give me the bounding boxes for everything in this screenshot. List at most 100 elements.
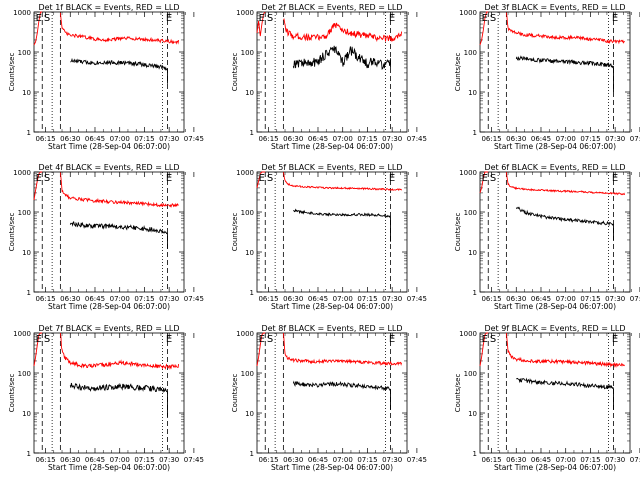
x-tick-label: 07:30 bbox=[605, 456, 625, 464]
x-tick-label: 07:30 bbox=[159, 295, 179, 303]
events-series-line bbox=[293, 208, 391, 218]
y-tick-label: 100 bbox=[464, 49, 477, 57]
chart-panel-7: Det 7f BLACK = Events, RED = LLD 1 10 100 10… bbox=[8, 324, 204, 472]
y-tick-label: 10 bbox=[22, 410, 31, 418]
plot-frame bbox=[33, 332, 185, 454]
events-series-line bbox=[292, 45, 391, 70]
x-axis-label: Start Time (28-Sep-04 06:07:00) bbox=[48, 142, 170, 151]
plot-frame bbox=[479, 171, 631, 293]
marker-label-e: E bbox=[36, 13, 42, 24]
marker-label-s: S bbox=[267, 173, 273, 184]
x-axis-label: Start Time (28-Sep-04 06:07:00) bbox=[48, 463, 170, 472]
x-tick-label: 07:30 bbox=[382, 135, 402, 143]
plot-frame bbox=[256, 11, 408, 133]
marker-label-s: S bbox=[44, 334, 50, 345]
y-tick-label: 1 bbox=[27, 289, 31, 297]
marker-label-s: S bbox=[490, 13, 496, 24]
y-axis-label: Counts/sec bbox=[454, 213, 462, 252]
marker-label-s: S bbox=[44, 13, 50, 24]
chart-title: Det 4f BLACK = Events, RED = LLD bbox=[38, 163, 179, 172]
lld-series-line bbox=[282, 332, 403, 367]
x-tick-label: 07:30 bbox=[382, 456, 402, 464]
marker-label-e: E bbox=[166, 13, 172, 24]
x-tick-label: 07:45 bbox=[184, 456, 204, 464]
x-tick-label: 07:00 bbox=[333, 135, 353, 143]
events-series-line bbox=[292, 380, 391, 392]
lld-series-line bbox=[505, 172, 626, 196]
x-tick-label: 06:45 bbox=[308, 135, 328, 143]
y-tick-label: 100 bbox=[464, 370, 477, 378]
x-tick-label: 06:45 bbox=[85, 456, 105, 464]
x-axis-label: Start Time (28-Sep-04 06:07:00) bbox=[494, 463, 616, 472]
y-tick-label: 1 bbox=[473, 450, 477, 458]
x-tick-label: 07:00 bbox=[333, 456, 353, 464]
x-tick-label: 07:15 bbox=[580, 135, 600, 143]
x-tick-label: 07:30 bbox=[382, 295, 402, 303]
x-tick-label: 06:15 bbox=[481, 456, 501, 464]
marker-label-e: E bbox=[389, 13, 395, 24]
x-tick-label: 07:00 bbox=[110, 456, 130, 464]
x-axis-label: Start Time (28-Sep-04 06:07:00) bbox=[271, 142, 393, 151]
lld-series-line bbox=[256, 11, 266, 37]
lld-series-line bbox=[33, 332, 43, 367]
lld-series-line bbox=[256, 332, 266, 367]
marker-label-e: E bbox=[482, 13, 488, 24]
lld-series-line bbox=[479, 171, 489, 194]
events-series-line bbox=[515, 206, 614, 227]
marker-label-e: E bbox=[389, 173, 395, 184]
y-tick-label: 10 bbox=[468, 89, 477, 97]
y-axis-label: Counts/sec bbox=[8, 53, 16, 92]
x-tick-label: 07:15 bbox=[357, 456, 377, 464]
x-tick-label: 06:30 bbox=[506, 135, 526, 143]
lld-series-line bbox=[59, 333, 180, 370]
lld-series-line bbox=[479, 11, 489, 46]
x-tick-label: 07:00 bbox=[556, 456, 576, 464]
chart-panel-2: Det 2f BLACK = Events, RED = LLD 1 10 100 10… bbox=[231, 3, 427, 151]
x-tick-label: 07:15 bbox=[134, 295, 154, 303]
x-tick-label: 06:15 bbox=[35, 135, 55, 143]
x-tick-label: 07:15 bbox=[357, 135, 377, 143]
y-axis-label: Counts/sec bbox=[231, 213, 239, 252]
lld-series-line bbox=[256, 171, 266, 189]
x-tick-label: 07:00 bbox=[556, 135, 576, 143]
y-tick-label: 10 bbox=[245, 249, 254, 257]
plot-frame bbox=[33, 11, 185, 133]
x-axis-label: Start Time (28-Sep-04 06:07:00) bbox=[271, 463, 393, 472]
marker-label-e: E bbox=[389, 334, 395, 345]
lld-series-line bbox=[59, 12, 180, 45]
events-series-line bbox=[69, 382, 168, 393]
x-tick-label: 06:30 bbox=[506, 456, 526, 464]
x-tick-label: 07:30 bbox=[159, 456, 179, 464]
x-tick-label: 06:30 bbox=[60, 135, 80, 143]
x-axis-label: Start Time (28-Sep-04 06:07:00) bbox=[494, 302, 616, 311]
y-tick-label: 1000 bbox=[13, 169, 31, 177]
events-series-line bbox=[69, 221, 168, 235]
y-tick-label: 10 bbox=[245, 410, 254, 418]
lld-series-line bbox=[283, 18, 403, 43]
y-tick-label: 1000 bbox=[459, 169, 477, 177]
x-tick-label: 06:15 bbox=[481, 295, 501, 303]
lld-series-line bbox=[479, 332, 489, 367]
y-tick-label: 1 bbox=[27, 129, 31, 137]
y-axis-label: Counts/sec bbox=[8, 213, 16, 252]
y-tick-label: 1 bbox=[250, 129, 254, 137]
x-tick-label: 06:30 bbox=[506, 295, 526, 303]
marker-label-s: S bbox=[267, 13, 273, 24]
y-axis-label: Counts/sec bbox=[231, 53, 239, 92]
events-series-line bbox=[70, 57, 168, 71]
y-tick-label: 100 bbox=[464, 209, 477, 217]
marker-label-s: S bbox=[490, 173, 496, 184]
y-tick-label: 1000 bbox=[13, 330, 31, 338]
x-tick-label: 06:15 bbox=[258, 456, 278, 464]
x-tick-label: 07:15 bbox=[580, 456, 600, 464]
chart-title: Det 6f BLACK = Events, RED = LLD bbox=[484, 163, 625, 172]
marker-label-e: E bbox=[482, 173, 488, 184]
marker-label-e: E bbox=[166, 334, 172, 345]
y-tick-label: 10 bbox=[468, 249, 477, 257]
marker-label-e: E bbox=[612, 334, 618, 345]
y-tick-label: 1000 bbox=[459, 330, 477, 338]
x-tick-label: 06:30 bbox=[283, 456, 303, 464]
chart-title: Det 3f BLACK = Events, RED = LLD bbox=[484, 3, 625, 12]
